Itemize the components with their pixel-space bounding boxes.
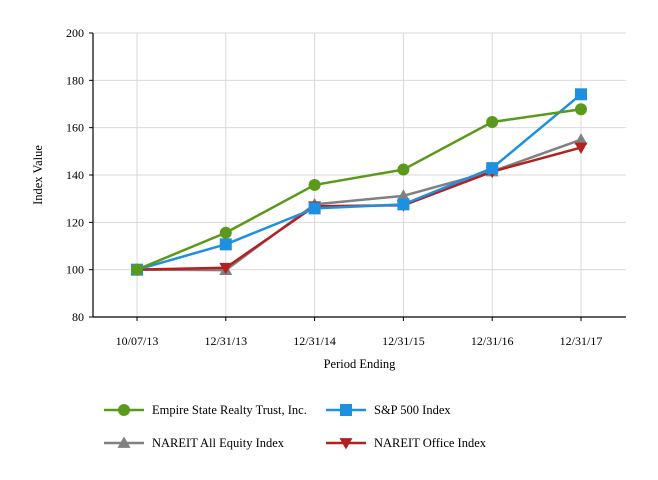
x-tick-label: 12/31/16 [471, 334, 514, 348]
legend-label: NAREIT All Equity Index [152, 436, 285, 450]
legend-marker [339, 438, 353, 450]
x-tick-labels: 10/07/13 12/31/13 12/31/14 12/31/15 12/31/16… [116, 334, 603, 348]
data-point [131, 263, 143, 276]
legend-item: Empire State Realty Trust, Inc. [104, 403, 307, 417]
legend-label: S&P 500 Index [374, 403, 451, 417]
y-tick-label: 80 [72, 310, 84, 324]
legend-label: NAREIT Office Index [374, 436, 487, 450]
data-point [396, 189, 410, 201]
y-tick-labels: 80 100 120 140 160 180 200 [66, 26, 84, 324]
data-point [574, 142, 588, 155]
series-1 [131, 88, 587, 276]
legend-label: Empire State Realty Trust, Inc. [152, 403, 307, 417]
x-tick-label: 12/31/15 [382, 334, 425, 348]
data-point [308, 178, 321, 191]
data-point [486, 162, 499, 175]
series-lines [130, 88, 588, 277]
y-tick-label: 200 [66, 26, 84, 40]
y-tick-label: 160 [66, 121, 84, 135]
series-line [136, 107, 582, 271]
data-point [575, 103, 587, 116]
series-line [136, 93, 582, 271]
legend-item: NAREIT All Equity Index [104, 436, 285, 450]
legend-marker [117, 436, 131, 448]
legend-marker [340, 404, 352, 416]
data-point [575, 88, 587, 101]
data-point [574, 133, 588, 145]
data-point [397, 198, 410, 211]
data-point [219, 262, 233, 275]
y-tick-label: 120 [66, 215, 84, 229]
series-line [136, 138, 582, 272]
x-axis-title: Period Ending [324, 357, 397, 371]
x-tick-label: 12/31/13 [204, 334, 247, 348]
x-tick-label: 12/31/17 [560, 334, 603, 348]
legend-item: S&P 500 Index [326, 403, 451, 417]
y-axis-title: Index Value [31, 145, 45, 205]
data-point [397, 163, 410, 176]
series-0 [131, 103, 587, 276]
y-tick-label: 180 [66, 73, 84, 87]
series-2 [130, 133, 588, 276]
data-point [486, 115, 499, 128]
data-point [219, 238, 232, 251]
y-tick-label: 100 [66, 263, 84, 277]
axes [89, 32, 626, 321]
legend-item: NAREIT Office Index [326, 436, 487, 450]
x-tick-label: 12/31/14 [293, 334, 336, 348]
gridlines [93, 32, 626, 317]
legend: Empire State Realty Trust, Inc. S&P 500 I… [104, 403, 487, 450]
data-point [219, 226, 232, 239]
legend-marker [118, 404, 130, 416]
y-tick-label: 140 [66, 168, 84, 182]
data-point [308, 202, 321, 215]
x-tick-label: 10/07/13 [116, 334, 159, 348]
